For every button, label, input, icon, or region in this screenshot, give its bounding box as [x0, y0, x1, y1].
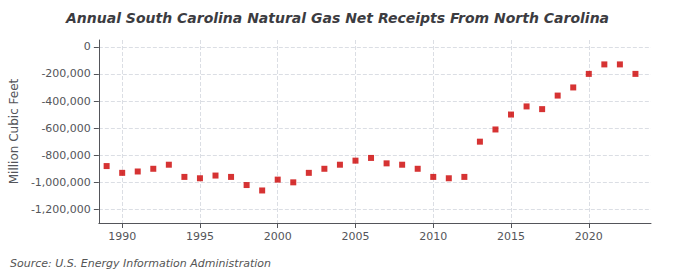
- svg-text:2010: 2010: [419, 230, 447, 243]
- svg-text:2005: 2005: [341, 230, 369, 243]
- svg-text:-600,000: -600,000: [41, 122, 90, 135]
- svg-text:2000: 2000: [264, 230, 292, 243]
- svg-text:Annual South Carolina Natural: Annual South Carolina Natural Gas Net Re…: [65, 10, 609, 26]
- svg-text:2015: 2015: [497, 230, 525, 243]
- svg-text:1990: 1990: [108, 230, 136, 243]
- svg-text:-1,000,000: -1,000,000: [31, 176, 91, 189]
- svg-text:-400,000: -400,000: [41, 95, 90, 108]
- svg-text:1995: 1995: [186, 230, 214, 243]
- svg-text:2020: 2020: [575, 230, 603, 243]
- svg-text:Source: U.S. Energy Informatio: Source: U.S. Energy Information Administ…: [10, 257, 271, 270]
- svg-text:-1,200,000: -1,200,000: [31, 203, 91, 216]
- svg-text:0: 0: [84, 40, 91, 53]
- svg-text:Million Cubic Feet: Million Cubic Feet: [7, 78, 21, 184]
- svg-text:-800,000: -800,000: [41, 149, 90, 162]
- svg-text:-200,000: -200,000: [41, 67, 90, 80]
